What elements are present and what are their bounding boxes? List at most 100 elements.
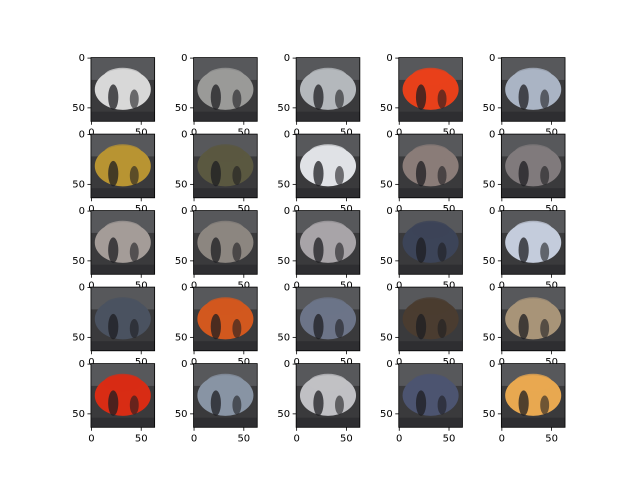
car-shadow <box>437 242 447 262</box>
car-shadow <box>437 395 447 415</box>
car-shadow <box>210 84 221 110</box>
image <box>90 57 155 122</box>
y-tick-label: 50 <box>72 409 85 420</box>
x-tick-label: 0 <box>191 280 197 291</box>
subplot: 0 50 0 50 <box>277 130 361 215</box>
x-tick-label: 0 <box>396 204 402 215</box>
x-tick-label: 50 <box>237 357 250 368</box>
image <box>90 210 155 275</box>
ground <box>90 341 155 351</box>
ground <box>90 417 155 428</box>
x-tick-label: 0 <box>293 357 299 368</box>
car-shadow <box>415 84 427 110</box>
x-tick-label: 0 <box>499 280 505 291</box>
car-shadow <box>518 160 529 187</box>
y-tick-label: 50 <box>72 332 85 343</box>
car-shadow <box>108 160 119 187</box>
image <box>296 210 360 275</box>
image <box>501 287 566 351</box>
subplot: 0 50 0 50 <box>277 283 361 368</box>
image <box>501 210 566 275</box>
image <box>193 363 258 428</box>
image <box>398 210 463 275</box>
car-roof <box>103 144 142 163</box>
x-tick-label: 50 <box>237 280 250 291</box>
image <box>398 363 463 428</box>
ground <box>193 264 258 275</box>
x-tick-label: 50 <box>443 204 456 215</box>
y-tick-label: 50 <box>175 332 188 343</box>
ground <box>90 188 155 198</box>
car-roof <box>514 373 553 392</box>
ground <box>398 111 463 122</box>
image <box>296 287 360 351</box>
subplot: 0 50 0 50 <box>380 130 463 215</box>
y-tick-label: 50 <box>483 256 496 267</box>
image <box>90 287 155 351</box>
car-shadow <box>232 165 242 186</box>
subplot: 0 50 0 50 <box>72 283 156 368</box>
x-tick-label: 50 <box>340 433 353 444</box>
x-tick-label: 0 <box>499 127 505 138</box>
car-shadow <box>210 313 221 340</box>
axes-frame <box>500 57 566 122</box>
x-tick-label: 0 <box>499 204 505 215</box>
axes-frame <box>295 210 361 275</box>
car-shadow <box>415 390 427 416</box>
x-tick-label: 0 <box>88 433 94 444</box>
axes-frame <box>193 363 258 428</box>
y-tick-label: 0 <box>386 130 392 141</box>
car-shadow <box>108 84 119 110</box>
x-tick-label: 50 <box>443 433 456 444</box>
car-shadow <box>518 313 529 340</box>
x-tick-label: 0 <box>88 357 94 368</box>
car-roof <box>308 67 348 86</box>
subplot: 0 50 0 50 <box>72 359 156 444</box>
x-tick-label: 50 <box>135 204 148 215</box>
x-tick-label: 50 <box>545 280 558 291</box>
axes-frame <box>90 57 156 122</box>
y-tick-label: 0 <box>489 130 495 141</box>
image <box>398 134 463 198</box>
y-tick-label: 0 <box>181 53 187 64</box>
car-shadow <box>129 395 139 415</box>
ground <box>296 341 360 351</box>
image <box>90 363 155 428</box>
y-tick-label: 0 <box>284 206 290 217</box>
x-tick-label: 0 <box>191 357 197 368</box>
y-tick-label: 0 <box>181 359 187 370</box>
car-shadow <box>129 165 139 186</box>
y-tick-label: 0 <box>284 53 290 64</box>
subplot: 0 50 0 50 <box>380 53 463 138</box>
subplot: 0 50 0 50 <box>175 283 258 368</box>
y-tick-label: 50 <box>380 179 393 190</box>
x-tick-label: 50 <box>237 127 250 138</box>
car-shadow <box>415 237 427 263</box>
y-tick-label: 0 <box>489 53 495 64</box>
car-roof <box>411 373 450 392</box>
x-tick-label: 50 <box>545 433 558 444</box>
car-shadow <box>108 390 119 416</box>
car-roof <box>206 297 245 316</box>
x-tick-label: 0 <box>293 433 299 444</box>
car-shadow <box>540 395 550 415</box>
axes-frame <box>398 363 463 428</box>
car-roof <box>514 67 553 86</box>
image <box>193 210 258 275</box>
car-shadow <box>232 242 242 262</box>
x-tick-label: 50 <box>545 127 558 138</box>
subplot: 0 50 0 50 <box>72 206 156 291</box>
subplot: 0 50 0 50 <box>72 130 156 215</box>
ground <box>296 111 360 122</box>
y-tick-label: 50 <box>380 256 393 267</box>
y-tick-label: 50 <box>277 332 290 343</box>
axes-frame <box>193 286 258 352</box>
car-roof <box>103 220 142 239</box>
car-roof <box>514 144 553 163</box>
car-shadow <box>335 165 344 186</box>
y-tick-label: 50 <box>483 179 496 190</box>
y-tick-label: 0 <box>386 359 392 370</box>
car-roof <box>308 144 348 163</box>
axes-frame <box>193 133 258 199</box>
car-shadow <box>437 318 447 339</box>
